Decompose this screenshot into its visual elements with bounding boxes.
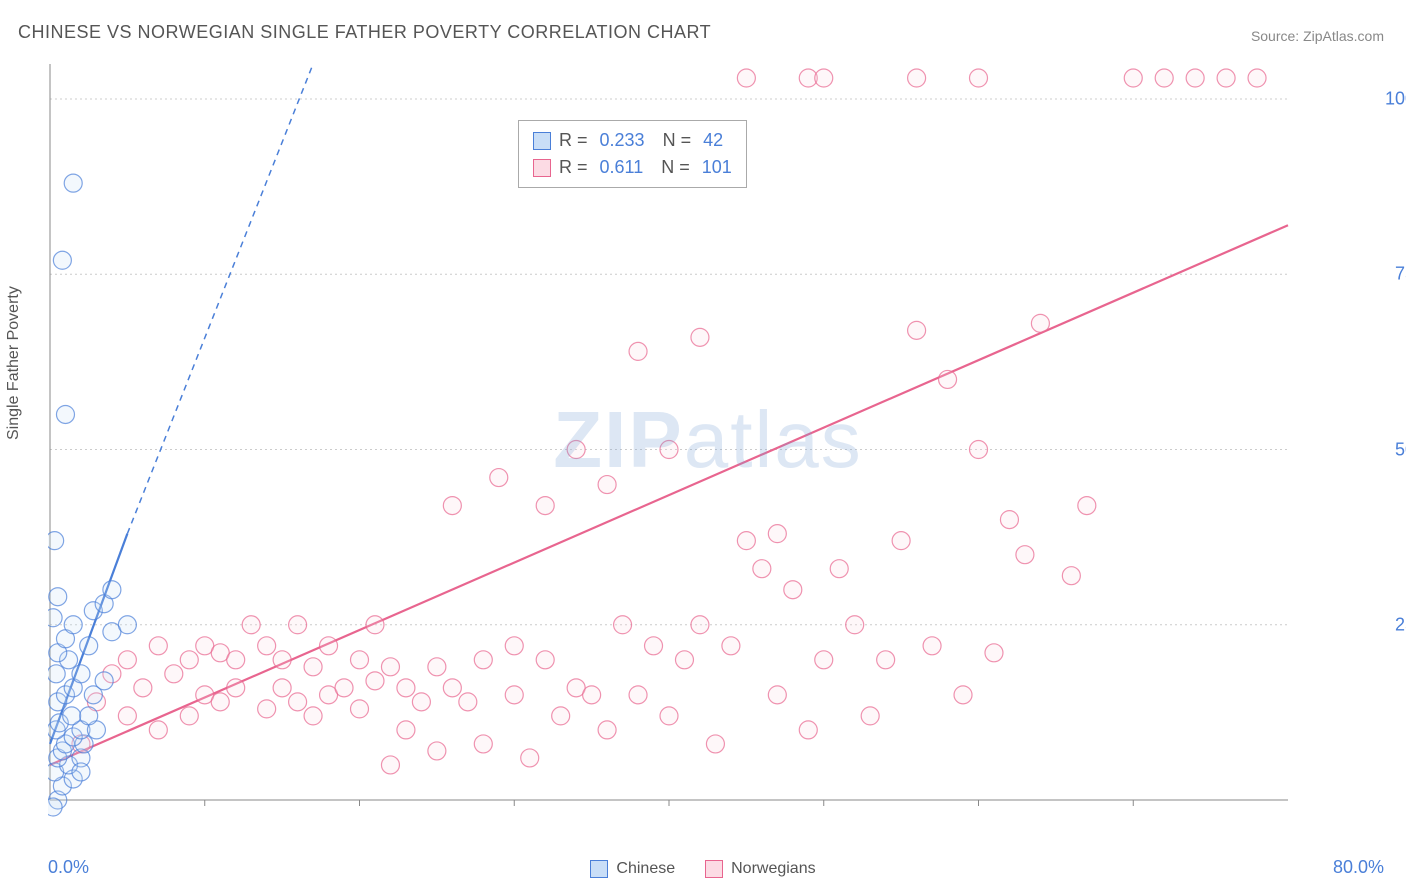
y-tick-label: 100.0%	[1385, 89, 1406, 110]
series-legend: Chinese Norwegians	[0, 860, 1406, 878]
legend-swatch-chinese	[533, 132, 551, 150]
legend-item-chinese: Chinese	[590, 860, 675, 878]
n-label: N =	[663, 127, 692, 154]
r-label: R =	[559, 154, 588, 181]
r-value-norwegians: 0.611	[600, 154, 644, 181]
y-axis-label: Single Father Poverty	[5, 286, 23, 440]
legend-label-norwegians: Norwegians	[731, 860, 815, 878]
correlation-legend: R = 0.233 N = 42 R = 0.611 N = 101	[518, 120, 747, 188]
legend-row-chinese: R = 0.233 N = 42	[533, 127, 732, 154]
source-attribution: Source: ZipAtlas.com	[1251, 28, 1384, 44]
n-value-chinese: 42	[703, 127, 723, 154]
chart-title: CHINESE VS NORWEGIAN SINGLE FATHER POVER…	[18, 22, 711, 43]
n-value-norwegians: 101	[702, 154, 732, 181]
chart-plot-area: ZIPatlas R = 0.233 N = 42 R = 0.611 N = …	[48, 60, 1368, 820]
legend-swatch-chinese-bottom	[590, 860, 608, 878]
legend-item-norwegians: Norwegians	[705, 860, 815, 878]
r-value-chinese: 0.233	[600, 127, 645, 154]
n-label: N =	[661, 154, 690, 181]
y-tick-label: 50.0%	[1395, 439, 1406, 460]
legend-swatch-norwegians	[533, 159, 551, 177]
y-tick-label: 75.0%	[1395, 264, 1406, 285]
r-label: R =	[559, 127, 588, 154]
legend-row-norwegians: R = 0.611 N = 101	[533, 154, 732, 181]
y-tick-label: 25.0%	[1395, 614, 1406, 635]
legend-label-chinese: Chinese	[616, 860, 675, 878]
legend-swatch-norwegians-bottom	[705, 860, 723, 878]
